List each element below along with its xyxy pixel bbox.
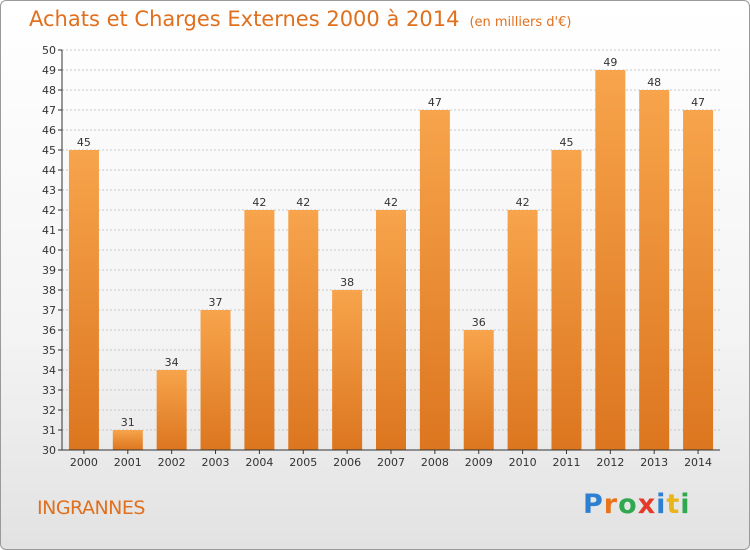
bar-2012 (595, 70, 626, 450)
data-label: 49 (603, 56, 617, 69)
logo-letter: o (618, 489, 638, 520)
y-tick-label: 41 (42, 224, 56, 237)
x-tick-label: 2012 (596, 456, 624, 469)
logo-letter: i (680, 489, 691, 520)
y-tick-label: 35 (42, 344, 56, 357)
x-tick-label: 2008 (421, 456, 449, 469)
x-tick-label: 2000 (70, 456, 98, 469)
data-label: 42 (252, 196, 266, 209)
y-tick-label: 34 (42, 364, 56, 377)
data-labels: 45 31 34 37 42 42 38 42 47 36 42 45 49 48 47 (77, 56, 705, 429)
commune-name: INGRANNES (37, 497, 145, 519)
bar-2010 (507, 210, 538, 450)
y-tick-label: 42 (42, 204, 56, 217)
x-axis-ticks: 2000 2001 2002 2003 2004 2005 2006 2007 2008 2009… (70, 450, 712, 469)
y-tick-label: 39 (42, 264, 56, 277)
y-tick-label: 37 (42, 304, 56, 317)
logo-letter: t (666, 489, 681, 520)
logo-letter: x (637, 489, 657, 520)
bar-2009 (463, 330, 494, 450)
logo-letter: r (603, 489, 619, 520)
data-label: 31 (121, 416, 135, 429)
y-tick-label: 48 (42, 84, 56, 97)
bar-2002 (156, 370, 187, 450)
data-label: 47 (428, 96, 442, 109)
x-tick-label: 2003 (202, 456, 230, 469)
bar-2006 (332, 290, 363, 450)
data-label: 34 (165, 356, 179, 369)
y-tick-label: 33 (42, 384, 56, 397)
bar-2007 (376, 210, 406, 450)
y-tick-label: 45 (42, 144, 56, 157)
bars (68, 70, 714, 450)
data-label: 45 (559, 136, 573, 149)
bar-2000 (68, 150, 99, 450)
y-tick-label: 43 (42, 184, 56, 197)
y-tick-label: 50 (42, 44, 56, 57)
x-tick-label: 2004 (245, 456, 273, 469)
bar-2014 (683, 110, 714, 450)
chart-unit-label: (en milliers d'€) (469, 15, 572, 30)
bar-2013 (639, 90, 670, 450)
data-label: 47 (691, 96, 705, 109)
y-tick-label: 40 (42, 244, 56, 257)
logo-letter: P (583, 489, 604, 520)
data-label: 48 (647, 76, 661, 89)
y-axis-ticks: 30 31 32 33 34 35 36 37 38 39 40 41 42 43 44 45 46 47 48 49… (42, 44, 62, 457)
bar-2003 (200, 310, 231, 450)
data-label: 37 (209, 296, 223, 309)
y-tick-label: 49 (42, 64, 56, 77)
x-tick-label: 2011 (552, 456, 580, 469)
bar-2001 (112, 430, 143, 450)
y-tick-label: 38 (42, 284, 56, 297)
x-tick-label: 2006 (333, 456, 361, 469)
x-tick-label: 2009 (465, 456, 493, 469)
y-tick-label: 47 (42, 104, 56, 117)
data-label: 42 (296, 196, 310, 209)
data-label: 42 (516, 196, 530, 209)
bar-2011 (551, 150, 582, 450)
y-tick-label: 46 (42, 124, 56, 137)
data-label: 45 (77, 136, 91, 149)
bar-2004 (244, 210, 275, 450)
chart-title-text: Achats et Charges Externes 2000 à 2014 (29, 7, 460, 31)
x-tick-label: 2014 (684, 456, 712, 469)
y-tick-label: 36 (42, 324, 56, 337)
x-tick-label: 2010 (509, 456, 537, 469)
y-tick-label: 31 (42, 424, 56, 437)
data-label: 42 (384, 196, 398, 209)
logo-letter: i (656, 489, 667, 520)
y-tick-label: 30 (42, 444, 56, 457)
data-label: 36 (472, 316, 486, 329)
bar-2005 (288, 210, 319, 450)
y-tick-label: 44 (42, 164, 56, 177)
bar-2008 (419, 110, 450, 450)
x-tick-label: 2007 (377, 456, 405, 469)
x-tick-label: 2005 (289, 456, 317, 469)
chart-title: Achats et Charges Externes 2000 à 2014 (e… (29, 7, 571, 31)
x-tick-label: 2001 (114, 456, 142, 469)
x-tick-label: 2002 (158, 456, 186, 469)
proxiti-logo: Proxiti (583, 489, 691, 520)
x-tick-label: 2013 (640, 456, 668, 469)
data-label: 38 (340, 276, 354, 289)
y-tick-label: 32 (42, 404, 56, 417)
